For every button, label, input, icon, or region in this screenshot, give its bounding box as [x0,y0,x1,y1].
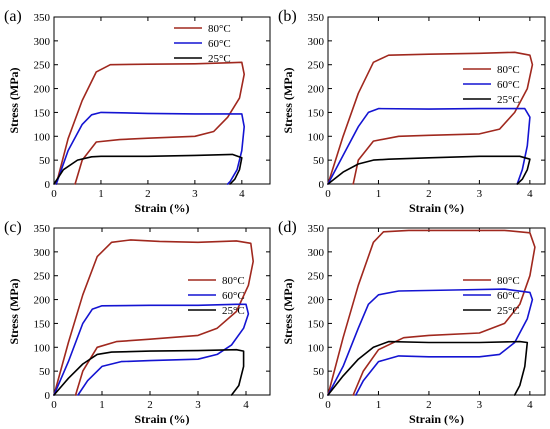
y-tick-label: 250 [34,271,51,283]
x-tick-label: 3 [477,188,483,200]
y-tick-label: 150 [34,318,51,330]
x-tick-label: 2 [426,188,432,200]
chart-panel: 0 50 100 150 200 250 300 350 0 1 2 3 4 Strain (%) Stre… [278,8,546,215]
series-line [53,239,254,396]
x-axis-label: Strain (%) [409,201,464,215]
y-tick-label: 150 [308,107,325,119]
y-tick-label: 0 [45,179,51,191]
y-tick-label: 0 [319,390,325,402]
y-tick-label: 200 [34,295,51,307]
legend-label: 60°C [497,79,520,91]
y-tick-label: 250 [308,60,325,72]
series-line [53,153,243,185]
x-axis-label: Strain (%) [409,412,464,426]
plot-frame [53,227,271,396]
x-tick-label: 2 [426,399,432,411]
series-line [55,61,245,185]
x-tick-label: 0 [51,399,57,411]
x-tick-label: 4 [243,399,249,411]
legend-label: 25°C [208,53,231,65]
series-line [327,155,531,185]
series-line [53,348,245,396]
legend-label: 80°C [497,275,520,287]
legend-label: 60°C [208,38,231,50]
series-line [327,51,534,185]
y-tick-label: 350 [34,223,51,235]
x-tick-label: 0 [51,188,57,200]
chart-panel: 0 50 100 150 200 250 300 350 0 1 2 3 4 Strain (%) Stre… [4,8,271,215]
series-line [53,303,250,396]
y-axis-label: Stress (MPa) [281,278,295,344]
legend-label: 80°C [222,275,245,287]
x-tick-label: 4 [239,188,245,200]
y-tick-label: 50 [39,366,51,378]
legend-label: 60°C [497,290,520,302]
y-tick-label: 350 [34,12,51,24]
panel-label: (d) [278,219,297,236]
y-tick-label: 100 [34,342,51,354]
legend-label: 25°C [497,94,520,106]
legend-label: 80°C [208,23,231,35]
x-tick-label: 3 [192,188,198,200]
y-tick-label: 0 [45,390,51,402]
y-tick-label: 200 [34,84,51,96]
y-tick-label: 100 [308,131,325,143]
x-tick-label: 1 [376,188,382,200]
y-tick-label: 250 [34,60,51,72]
x-tick-label: 3 [195,399,201,411]
x-tick-label: 2 [147,399,153,411]
y-tick-label: 50 [313,155,325,167]
panel-label: (b) [278,8,297,25]
y-tick-label: 300 [34,36,51,48]
x-tick-label: 4 [527,399,533,411]
legend-label: 25°C [497,305,520,317]
y-tick-label: 300 [308,36,325,48]
legend-label: 80°C [497,64,520,76]
x-tick-label: 2 [145,188,151,200]
x-tick-label: 1 [376,399,382,411]
y-tick-label: 350 [308,223,325,235]
y-tick-label: 150 [34,107,51,119]
y-tick-label: 250 [308,271,325,283]
x-axis-label: Strain (%) [135,412,190,426]
panel-label: (c) [4,219,22,236]
y-axis-label: Stress (MPa) [7,67,21,133]
plot-frame [53,16,271,185]
y-tick-label: 300 [308,247,325,259]
x-tick-label: 3 [477,399,483,411]
x-axis-label: Strain (%) [135,201,190,215]
legend-label: 60°C [222,290,245,302]
y-tick-label: 100 [34,131,51,143]
series-line [327,288,534,396]
y-tick-label: 50 [39,155,51,167]
x-tick-label: 0 [325,188,331,200]
series-line [327,340,529,396]
y-axis-label: Stress (MPa) [7,278,21,344]
y-tick-label: 350 [308,12,325,24]
series-line [55,111,245,185]
y-axis-label: Stress (MPa) [281,67,295,133]
y-tick-label: 50 [313,366,325,378]
y-tick-label: 200 [308,84,325,96]
panel-label: (a) [4,8,22,25]
x-tick-label: 4 [527,188,533,200]
plot-frame [327,16,546,185]
y-tick-label: 200 [308,295,325,307]
x-tick-label: 0 [325,399,331,411]
series-line [327,107,531,185]
x-tick-label: 1 [98,188,104,200]
series-line [327,229,536,396]
x-tick-label: 1 [99,399,105,411]
chart-panel: 0 50 100 150 200 250 300 350 0 1 2 3 4 Strain (%) Stre… [278,219,546,426]
plot-frame [327,227,546,396]
legend-label: 25°C [222,305,245,317]
y-tick-label: 100 [308,342,325,354]
y-tick-label: 300 [34,247,51,259]
y-tick-label: 0 [319,179,325,191]
y-tick-label: 150 [308,318,325,330]
chart-panel: 0 50 100 150 200 250 300 350 0 1 2 3 4 Strain (%) Stre… [4,219,271,426]
